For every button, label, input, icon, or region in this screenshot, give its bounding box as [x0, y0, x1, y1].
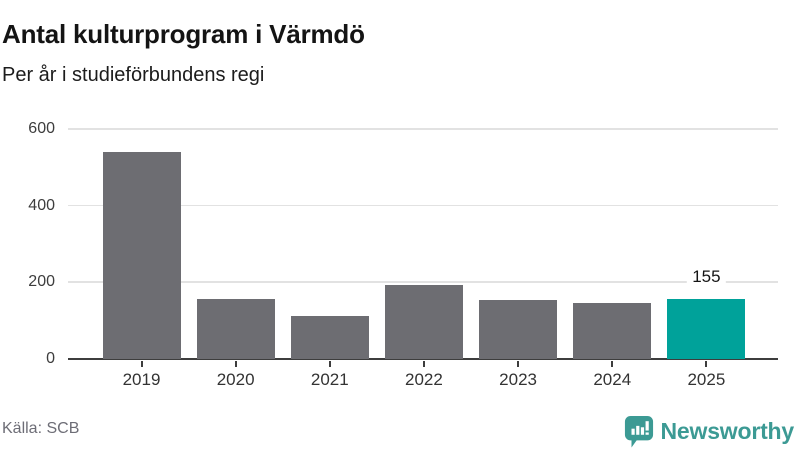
bar-2025	[667, 299, 746, 359]
bar-2020	[196, 299, 275, 359]
x-axis-tick-label: 2023	[499, 369, 538, 389]
bar-2021	[290, 316, 369, 359]
x-axis-tick	[422, 360, 425, 367]
x-axis-tick	[234, 360, 237, 367]
bar-2019	[102, 151, 181, 359]
bar-2024	[573, 303, 652, 359]
y-axis-tick-label: 200	[28, 273, 55, 290]
bar-2022	[384, 285, 463, 359]
newsworthy-icon	[624, 415, 654, 448]
bar-2023	[479, 299, 558, 359]
y-axis-tick-label: 600	[28, 120, 55, 137]
x-axis-tick	[517, 360, 520, 367]
newsworthy-logo-link[interactable]: Newsworthy	[624, 415, 794, 447]
chart-title: Antal kulturprogram i Värmdö	[2, 19, 365, 50]
x-axis-tick	[140, 360, 143, 367]
x-axis-tick-label: 2019	[122, 369, 161, 389]
plot-area	[68, 128, 778, 367]
x-axis-tick	[611, 360, 614, 367]
gridline	[68, 281, 778, 283]
x-axis-tick-label: 2021	[310, 369, 349, 389]
x-axis-tick-label: 2020	[216, 369, 255, 389]
x-axis-tick-label: 2025	[687, 369, 726, 389]
newsworthy-wordmark: Newsworthy	[660, 417, 795, 444]
x-axis-tick-label: 2024	[593, 369, 632, 389]
bar-value-label: 155	[687, 267, 726, 288]
x-axis-tick	[705, 360, 708, 367]
gridline	[68, 204, 778, 207]
y-axis-tick-label: 400	[28, 196, 55, 214]
y-axis-tick-label: 0	[46, 349, 55, 367]
x-axis-line	[68, 357, 778, 360]
gridline	[68, 128, 778, 130]
chart-subtitle: Per år i studieförbundens regi	[2, 64, 265, 86]
source-label: Källa: SCB	[2, 420, 80, 437]
x-axis-tick-label: 2022	[405, 369, 443, 389]
x-axis-tick	[328, 360, 331, 367]
